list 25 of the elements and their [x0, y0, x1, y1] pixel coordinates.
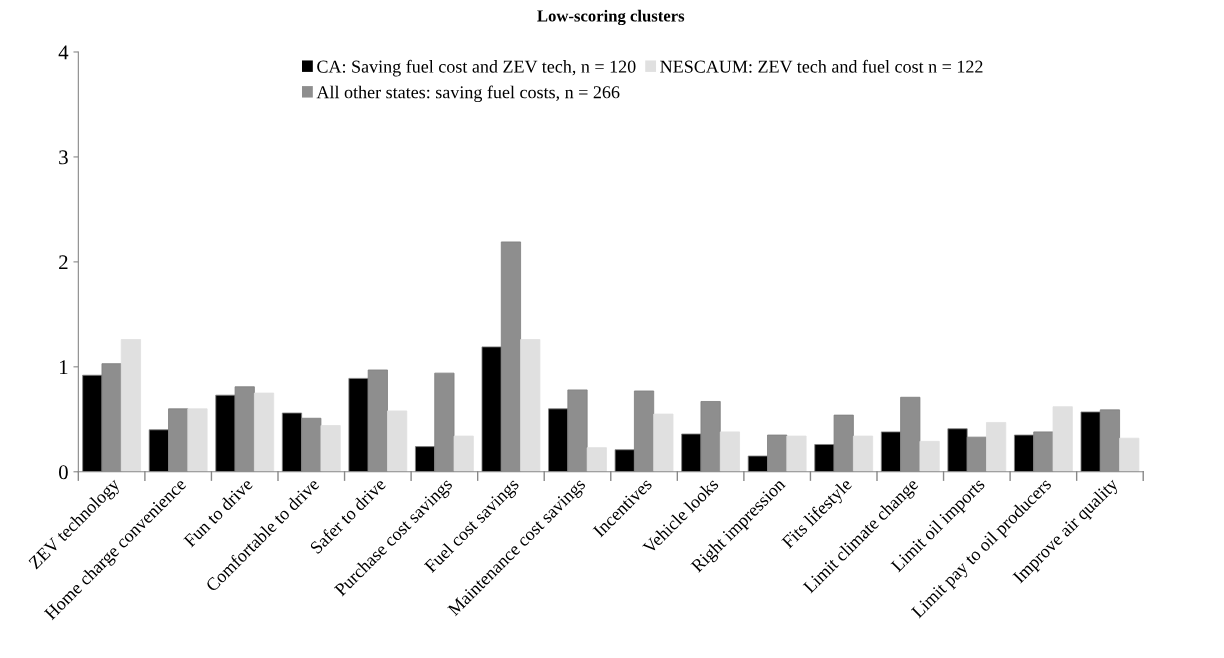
bar — [919, 440, 940, 472]
legend-label: NESCAUM: ZEV tech and fuel cost n = 122 — [660, 59, 983, 73]
bar — [719, 431, 740, 472]
y-tick-label: 0 — [58, 465, 68, 480]
bar — [653, 413, 674, 472]
bar — [1052, 406, 1073, 472]
bar — [986, 422, 1007, 472]
bar — [253, 392, 275, 472]
bar — [120, 339, 141, 472]
bar — [387, 410, 408, 472]
legend-label: All other states: saving fuel costs, n = 266 — [316, 85, 620, 103]
y-tick-label: 3 — [59, 150, 68, 165]
bar — [320, 425, 341, 472]
chart-title: Low-scoring clusters — [537, 9, 685, 26]
bar — [187, 408, 208, 472]
y-tick-label: 1 — [60, 360, 68, 375]
y-tick-label: 4 — [58, 45, 69, 60]
bar — [1119, 437, 1140, 472]
bar — [520, 339, 541, 472]
legend-label: CA: Saving fuel cost and ZEV tech, n = 120 — [317, 59, 636, 77]
bar — [852, 435, 874, 472]
bar — [453, 435, 474, 472]
bar — [586, 447, 607, 472]
y-tick-label: 2 — [59, 255, 68, 270]
bar — [786, 435, 807, 472]
